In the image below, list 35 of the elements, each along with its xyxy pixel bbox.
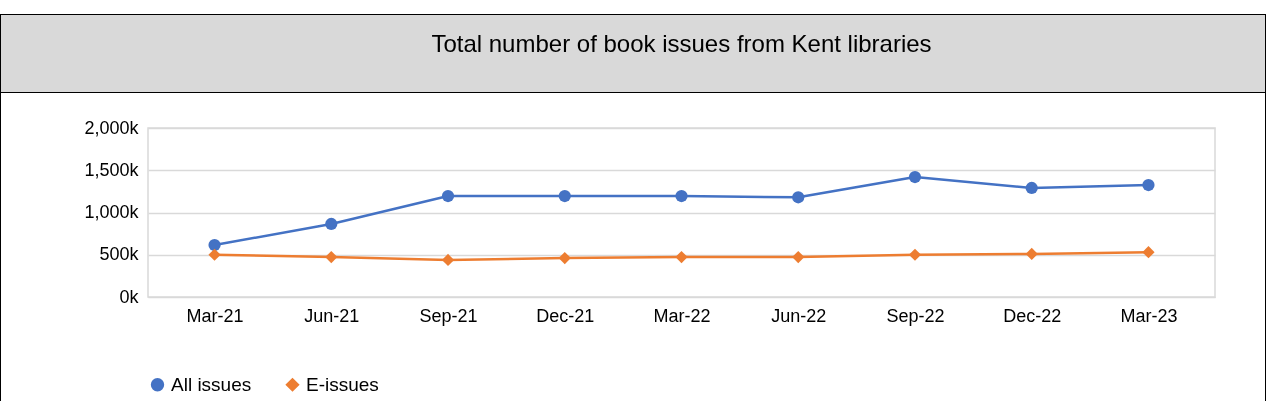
point [792,250,805,264]
legend-label: E-issues [306,373,379,395]
x-tick-label: Jun-21 [304,305,360,326]
point [675,250,688,264]
point [558,251,571,265]
point [325,250,338,264]
x-tick-label: Dec-21 [536,305,595,326]
y-tick-label: 1,500k [84,159,140,180]
point [908,248,922,261]
point [675,189,688,203]
point [208,248,221,261]
point [441,189,455,203]
point [1142,178,1155,192]
point [1025,247,1038,261]
point [558,189,571,203]
y-tick-label: 1,000k [84,202,140,222]
y-tick-label: 2,000k [84,117,140,138]
x-tick-label: Dec-22 [1003,305,1062,326]
x-tick-label: Sep-21 [419,305,478,326]
point [441,253,455,267]
legend-label: All issues [171,373,252,395]
point [1142,246,1155,259]
point [208,238,221,252]
point [1025,181,1038,195]
y-tick-label: 500k [99,244,140,265]
x-tick-label: Mar-22 [653,305,711,326]
point [908,170,922,184]
x-tick-label: Jun-22 [771,305,827,326]
x-tick-label: Mar-23 [1120,305,1178,326]
point [792,191,805,204]
x-tick-label: Mar-21 [186,305,244,326]
point [325,217,338,231]
y-tick-label: 0k [119,286,140,307]
x-tick-label: Sep-22 [886,305,945,326]
chart-title: Total number of book issues from Kent libraries [431,30,932,57]
